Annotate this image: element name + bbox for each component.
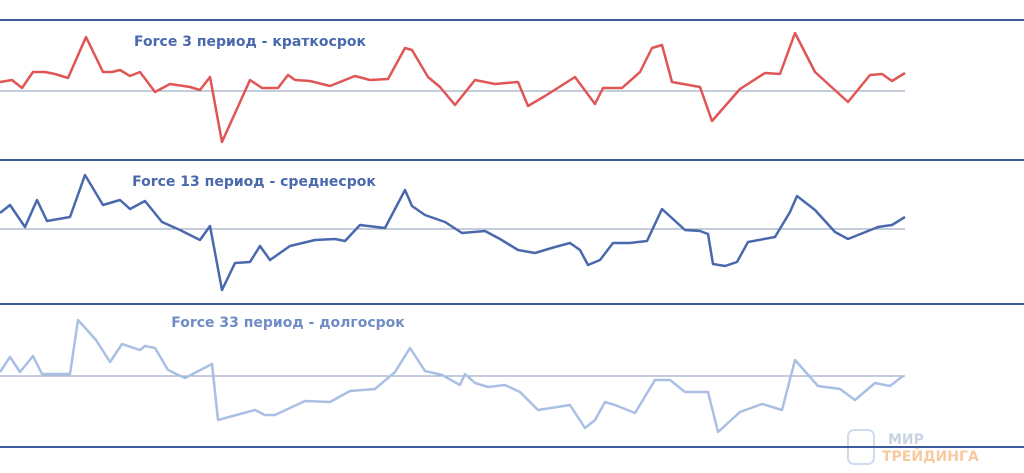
line-series [0, 31, 906, 144]
chart-title: Force 33 период - долгосрок [171, 315, 405, 331]
line-series [0, 173, 906, 292]
watermark-text: ТРЕЙДИНГА [882, 448, 979, 465]
chart-title: Force 13 период - среднесрок [132, 174, 376, 190]
chart-title: Force 3 период - краткосрок [134, 34, 366, 50]
watermark: МИР ТРЕЙДИНГА [847, 429, 979, 465]
line-series [0, 318, 904, 434]
watermark-text: МИР [888, 432, 924, 448]
